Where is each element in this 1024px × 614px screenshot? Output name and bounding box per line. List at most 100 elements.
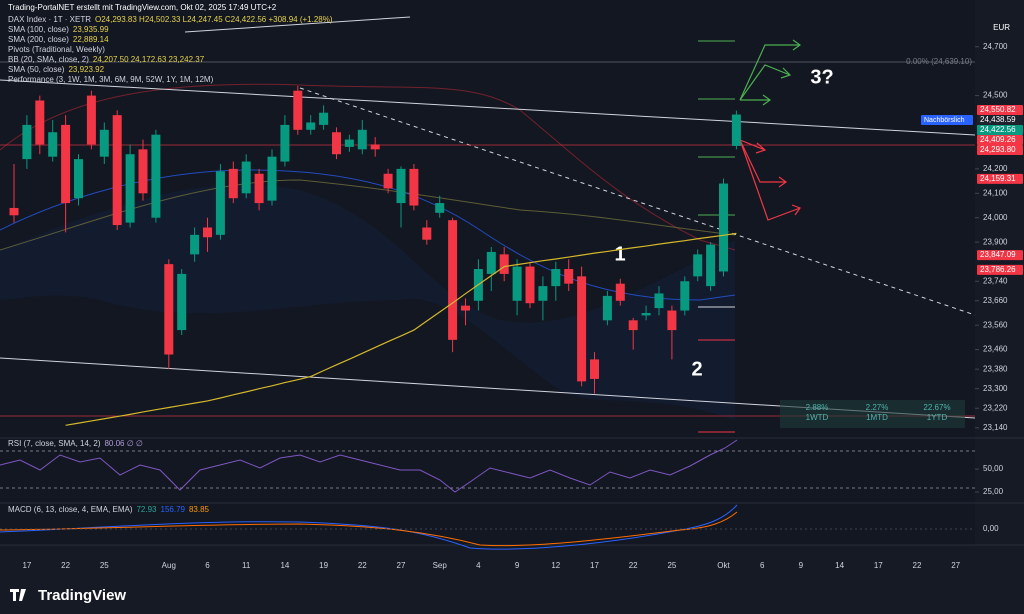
candle-body — [9, 207, 19, 216]
x-tick-label: 25 — [667, 561, 676, 570]
x-tick-label: 12 — [551, 561, 560, 570]
watermark: Trading-PortalNET erstellt mit TradingVi… — [8, 3, 277, 12]
x-tick-label: 22 — [913, 561, 922, 570]
x-tick-label: 6 — [205, 561, 210, 570]
trend-line — [299, 87, 976, 316]
price-label: 24,422.56 — [980, 125, 1016, 134]
candle-body — [731, 114, 741, 146]
brand-logo — [10, 589, 26, 601]
candle-body — [215, 171, 225, 235]
candle-body — [190, 234, 200, 255]
performance-value: 2.88% — [806, 403, 829, 412]
candle-body — [280, 124, 290, 162]
target-lines — [698, 40, 735, 216]
candle-body — [551, 269, 561, 287]
indicator-name: Performance (3, 1W, 1M, 3M, 6M, 9M, 52W,… — [8, 75, 214, 84]
x-tick-label: 17 — [590, 561, 599, 570]
y-tick-label: 23,560 — [983, 320, 1008, 329]
bb-upper — [0, 83, 736, 251]
macd-title: MACD (6, 13, close, 4, EMA, EMA) — [8, 505, 133, 514]
candle-body — [461, 305, 470, 311]
rsi-tick-label: 25,00 — [983, 487, 1004, 496]
y-tick-label: 23,900 — [983, 237, 1008, 246]
price-label: 24,550.82 — [980, 105, 1016, 114]
x-tick-label: 6 — [760, 561, 765, 570]
x-tick-label: 14 — [835, 561, 844, 570]
candle-body — [693, 254, 703, 277]
x-tick-label: 27 — [951, 561, 960, 570]
annotation: 2 — [691, 358, 702, 380]
up-arrows — [739, 39, 802, 106]
candle-body — [344, 139, 354, 147]
bb-fill — [0, 184, 735, 420]
price-label: 24,409.26 — [980, 135, 1016, 144]
rsi-value: 80.06 ∅ ∅ — [104, 439, 142, 448]
indicator-name: DAX Index · 1T · XETR — [8, 15, 91, 24]
macd-value: 72.93 — [136, 505, 157, 514]
y-tick-label: 23,140 — [983, 423, 1008, 432]
x-tick-label: 11 — [242, 561, 251, 570]
trend-line — [0, 79, 976, 136]
candle-body — [512, 266, 522, 301]
candle-body — [667, 310, 677, 331]
indicator-name: SMA (100, close) — [8, 25, 69, 34]
annotation: 1 — [614, 243, 625, 265]
macd-value: 83.85 — [189, 505, 210, 514]
y-tick-label: 23,660 — [983, 296, 1008, 305]
rsi-title: RSI (7, close, SMA, 14, 2) — [8, 439, 101, 448]
candle-body — [151, 134, 161, 218]
indicator-legend: SMA (50, close) 23,923.92 — [8, 65, 105, 74]
candle-body — [306, 122, 316, 130]
candle-body — [177, 273, 187, 331]
x-tick-label: 19 — [319, 561, 328, 570]
price-label: 23,786.26 — [980, 265, 1016, 274]
after-hours-box — [921, 115, 973, 125]
macd-tick-label: 0,00 — [983, 524, 999, 533]
overlay-line — [65, 232, 737, 426]
candle-body — [706, 244, 716, 287]
indicator-name: Pivots (Traditional, Weekly) — [8, 45, 105, 54]
indicator-legend: DAX Index · 1T · XETR O24,293.83 H24,502.… — [8, 15, 333, 24]
x-tick-label: 17 — [22, 561, 31, 570]
candle-body — [241, 161, 251, 194]
x-tick-label: 22 — [629, 561, 638, 570]
candle-body — [422, 227, 432, 240]
y-tick-label: 24,500 — [983, 91, 1008, 100]
candle-body — [615, 283, 625, 301]
y-tick-label: 23,380 — [983, 364, 1008, 373]
indicator-name: SMA (50, close) — [8, 65, 65, 74]
candle-body — [525, 266, 535, 304]
candle-body — [590, 359, 599, 379]
candle-body — [86, 95, 96, 145]
x-tick-label: 22 — [358, 561, 367, 570]
x-tick-label: 25 — [100, 561, 109, 570]
indicator-value: 23,923.92 — [68, 65, 104, 74]
candle-body — [22, 124, 32, 160]
y-tick-label: 23,220 — [983, 403, 1008, 412]
pivot-label: 0.00% (24,639.10) — [906, 57, 972, 66]
candle-body — [48, 132, 58, 157]
indicator-legend: BB (20, SMA, close, 2) 24,207.50 24,172.6… — [8, 55, 205, 64]
indicator-legend: SMA (200, close) 22,889.14 — [8, 35, 109, 44]
candle-body — [112, 115, 122, 226]
price-label-box — [977, 125, 1023, 135]
candle-body — [719, 183, 728, 272]
candle-body — [357, 129, 367, 150]
price-label-box — [977, 115, 1023, 125]
candle-body — [125, 154, 135, 223]
candle-body — [564, 269, 574, 284]
performance-label: 1YTD — [927, 413, 948, 422]
rsi-line — [0, 439, 738, 493]
price-label-box — [977, 105, 1023, 115]
candle-body — [164, 264, 174, 355]
candle-body — [370, 144, 380, 150]
price-label-box — [977, 173, 1023, 184]
indicator-value: O24,293.83 H24,502.33 L24,247.45 C24,422… — [95, 15, 333, 24]
indicator-value: 24,207.50 24,172.63 23,242.37 — [93, 55, 205, 64]
x-tick-label: 9 — [515, 561, 520, 570]
price-label: 23,847.09 — [980, 250, 1016, 259]
candle-body — [61, 124, 71, 204]
y-tick-label: 24,200 — [983, 164, 1008, 173]
performance-label: 1WTD — [806, 413, 829, 422]
